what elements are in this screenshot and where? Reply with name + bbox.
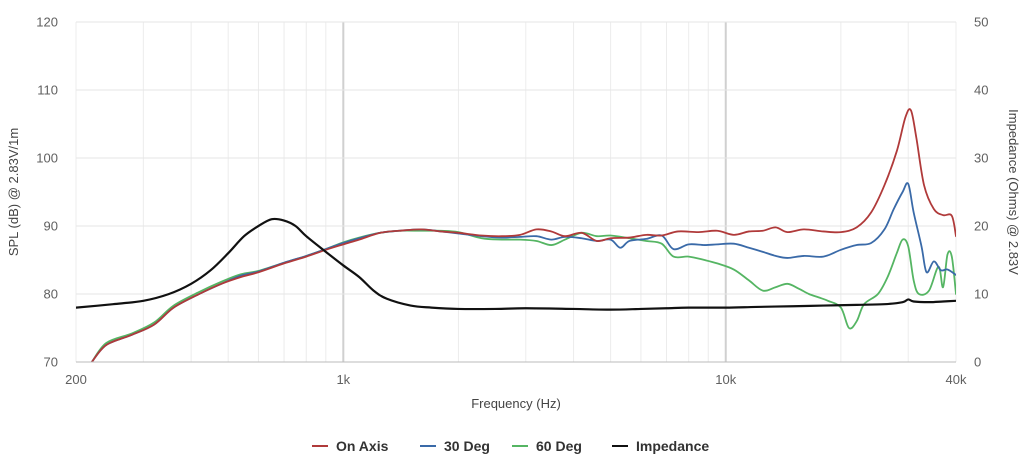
legend-label: On Axis (336, 438, 389, 454)
y2-axis-title: Impedance (Ohms) @ 2.83V (1006, 109, 1021, 275)
legend: On Axis 30 Deg 60 Deg Impedance (312, 438, 709, 454)
series-line-impedance (76, 217, 956, 311)
y-tick-label: 80 (44, 287, 58, 302)
y-tick-label: 70 (44, 355, 58, 370)
y-axis-title: SPL (dB) @ 2.83V/1m (6, 128, 21, 256)
y-tick-label: 100 (36, 151, 58, 166)
series-layer (76, 108, 956, 362)
x-axis-title: Frequency (Hz) (471, 396, 561, 411)
plot-background (76, 22, 956, 362)
y-tick-label: 110 (37, 83, 58, 98)
legend-item-30-deg[interactable]: 30 Deg (420, 438, 490, 454)
x-tick-label: 1k (336, 372, 350, 387)
legend-item-60-deg[interactable]: 60 Deg (512, 438, 582, 454)
legend-item-impedance[interactable]: Impedance (612, 438, 709, 454)
x-tick-label: 40k (946, 372, 967, 387)
y-tick-label: 120 (36, 15, 58, 30)
y2-tick-label: 30 (974, 151, 988, 166)
y2-tick-label: 50 (974, 15, 988, 30)
legend-label: 60 Deg (536, 438, 582, 454)
x-tick-label: 10k (715, 372, 736, 387)
x-tick-labels: 200 1k 10k 40k (65, 372, 967, 387)
y2-tick-label: 10 (974, 287, 988, 302)
y2-tick-label: 40 (974, 83, 988, 98)
y2-tick-label: 20 (974, 219, 988, 234)
y2-tick-label: 0 (974, 355, 981, 370)
legend-item-on-axis[interactable]: On Axis (312, 438, 389, 454)
legend-label: 30 Deg (444, 438, 490, 454)
x-tick-label: 200 (65, 372, 87, 387)
series-line-on-axis (90, 108, 956, 362)
y-tick-labels: 70 80 90 100 110 120 (36, 15, 58, 370)
y-tick-label: 90 (44, 219, 58, 234)
y2-tick-labels: 0 10 20 30 40 50 (974, 15, 988, 370)
legend-label: Impedance (636, 438, 709, 454)
